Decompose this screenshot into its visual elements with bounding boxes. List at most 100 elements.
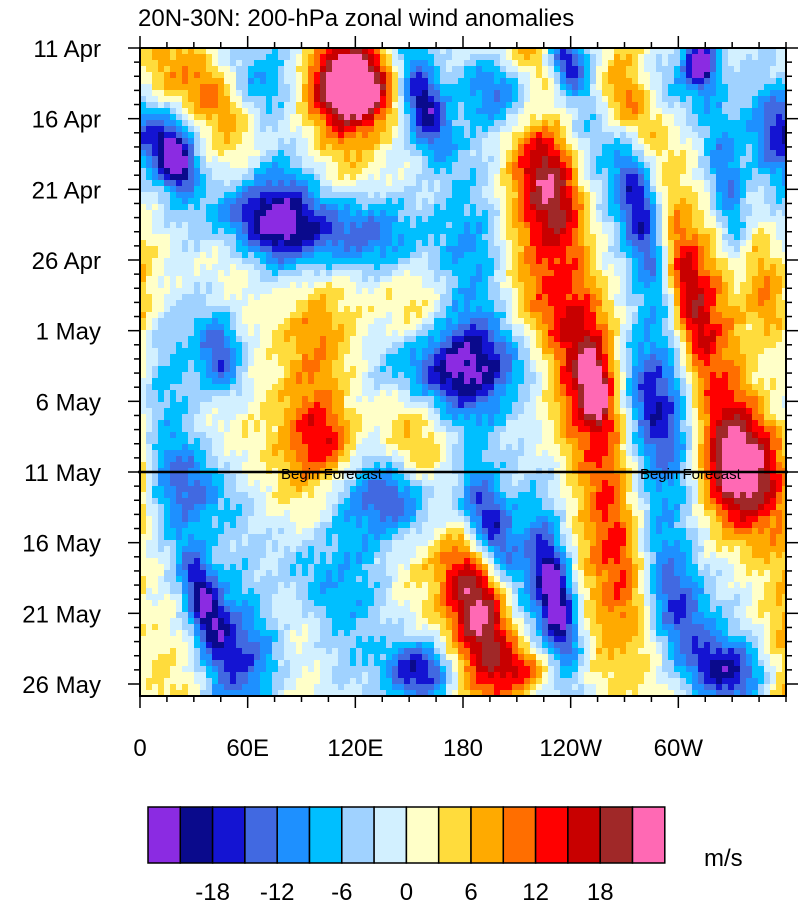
heatmap-cell: [194, 192, 201, 199]
heatmap-cell: [434, 198, 441, 205]
heatmap-cell: [584, 120, 591, 127]
heatmap-cell: [746, 282, 753, 289]
heatmap-cell: [212, 198, 219, 205]
heatmap-cell: [512, 54, 519, 61]
heatmap-cell: [764, 222, 771, 229]
heatmap-cell: [266, 186, 273, 193]
heatmap-cell: [338, 108, 345, 115]
heatmap-cell: [530, 78, 537, 85]
heatmap-cell: [158, 72, 165, 79]
heatmap-cell: [422, 120, 429, 127]
heatmap-cell: [230, 294, 237, 301]
heatmap-cell: [428, 84, 435, 91]
heatmap-cell: [434, 180, 441, 187]
heatmap-cell: [218, 228, 225, 235]
heatmap-cell: [182, 288, 189, 295]
heatmap-cell: [368, 192, 375, 199]
heatmap-cell: [512, 270, 519, 277]
heatmap-cell: [452, 150, 459, 157]
heatmap-cell: [248, 258, 255, 265]
heatmap-cell: [374, 138, 381, 145]
heatmap-cell: [212, 300, 219, 307]
heatmap-cell: [392, 312, 399, 319]
heatmap-cell: [362, 54, 369, 61]
heatmap-cell: [266, 312, 273, 319]
heatmap-cell: [152, 168, 159, 175]
heatmap-cell: [236, 78, 243, 85]
heatmap-cell: [734, 186, 741, 193]
heatmap-cell: [392, 180, 399, 187]
heatmap-cell: [656, 138, 663, 145]
heatmap-cell: [302, 126, 309, 133]
heatmap-cell: [416, 168, 423, 175]
heatmap-cell: [650, 114, 657, 121]
heatmap-cell: [752, 216, 759, 223]
heatmap-cell: [728, 288, 735, 295]
heatmap-cell: [254, 186, 261, 193]
heatmap-cell: [374, 294, 381, 301]
heatmap-cell: [566, 138, 573, 145]
heatmap-cell: [524, 84, 531, 91]
heatmap-cell: [404, 114, 411, 121]
heatmap-cell: [566, 84, 573, 91]
heatmap-cell: [614, 132, 621, 139]
heatmap-cell: [338, 312, 345, 319]
heatmap-cell: [326, 258, 333, 265]
heatmap-cell: [584, 174, 591, 181]
heatmap-cell: [302, 78, 309, 85]
heatmap-cell: [536, 264, 543, 271]
heatmap-cell: [170, 318, 177, 325]
heatmap-cell: [554, 204, 561, 211]
heatmap-cell: [572, 150, 579, 157]
heatmap-cell: [290, 120, 297, 127]
heatmap-cell: [626, 210, 633, 217]
heatmap-cell: [440, 288, 447, 295]
heatmap-cell: [572, 66, 579, 73]
heatmap-cell: [746, 300, 753, 307]
heatmap-cell: [410, 102, 417, 109]
heatmap-cell: [248, 216, 255, 223]
heatmap-cell: [224, 132, 231, 139]
heatmap-cell: [656, 120, 663, 127]
heatmap-cell: [530, 198, 537, 205]
heatmap-cell: [164, 288, 171, 295]
heatmap-cell: [392, 276, 399, 283]
heatmap-cell: [758, 186, 765, 193]
heatmap-cell: [170, 252, 177, 259]
heatmap-cell: [542, 108, 549, 115]
heatmap-cell: [752, 186, 759, 193]
heatmap-cell: [518, 252, 525, 259]
heatmap-cell: [662, 132, 669, 139]
heatmap-cell: [284, 174, 291, 181]
heatmap-cell: [164, 216, 171, 223]
heatmap-cell: [176, 276, 183, 283]
heatmap-cell: [548, 108, 555, 115]
heatmap-cell: [368, 48, 375, 55]
heatmap-cell: [686, 90, 693, 97]
heatmap-cell: [272, 78, 279, 85]
heatmap-cell: [500, 120, 507, 127]
heatmap-cell: [278, 258, 285, 265]
heatmap-cell: [302, 84, 309, 91]
heatmap-cell: [446, 198, 453, 205]
heatmap-cell: [164, 48, 171, 55]
heatmap-cell: [764, 168, 771, 175]
heatmap-cell: [686, 168, 693, 175]
heatmap-cell: [512, 84, 519, 91]
heatmap-cell: [656, 48, 663, 55]
heatmap-cell: [458, 288, 465, 295]
heatmap-cell: [710, 234, 717, 241]
heatmap-cell: [248, 162, 255, 169]
heatmap-cell: [308, 138, 315, 145]
heatmap-cell: [434, 120, 441, 127]
heatmap-cell: [344, 246, 351, 253]
heatmap-cell: [620, 174, 627, 181]
heatmap-cell: [734, 192, 741, 199]
heatmap-cell: [686, 228, 693, 235]
heatmap-cell: [158, 294, 165, 301]
heatmap-cell: [692, 60, 699, 67]
heatmap-cell: [404, 126, 411, 133]
heatmap-cell: [668, 84, 675, 91]
heatmap-cell: [506, 234, 513, 241]
heatmap-cell: [404, 162, 411, 169]
